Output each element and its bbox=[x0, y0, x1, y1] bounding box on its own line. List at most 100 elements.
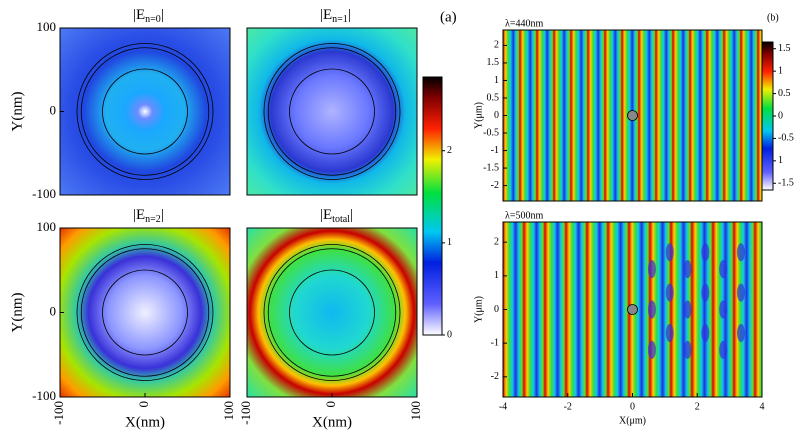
x-tick-label: 100 bbox=[408, 401, 423, 421]
y-tick-label: -0.5 bbox=[483, 127, 499, 138]
y-tick-label: 2 bbox=[447, 145, 452, 156]
y-tick-label: 2 bbox=[494, 236, 499, 247]
x-tick-label: 0 bbox=[630, 401, 635, 412]
title-part: n=1 bbox=[332, 14, 348, 25]
interference-spot bbox=[736, 324, 745, 343]
particle-boundary bbox=[263, 43, 401, 180]
particle-boundary bbox=[263, 244, 401, 381]
particle-boundary bbox=[267, 47, 397, 176]
panel-title: |En=0| bbox=[133, 7, 164, 25]
particle-boundary bbox=[80, 47, 210, 176]
interference-spot bbox=[647, 300, 656, 319]
y-tick-label: 0.5 bbox=[487, 92, 500, 103]
x-tick-label: -100 bbox=[51, 401, 66, 425]
interference-spot bbox=[665, 324, 674, 343]
x-tick-label: 0 bbox=[136, 401, 151, 408]
y-tick-label: 1 bbox=[778, 65, 783, 76]
interference-spot bbox=[736, 243, 745, 262]
y-tick-label: 0 bbox=[447, 329, 452, 340]
annotation: λ=500nm bbox=[505, 210, 543, 221]
interference-spot bbox=[683, 300, 692, 319]
particle bbox=[627, 110, 638, 121]
x-tick-label: -100 bbox=[238, 401, 253, 425]
y-tick-label: -100 bbox=[32, 388, 56, 403]
title-part: |E bbox=[133, 207, 145, 223]
title-part: |E bbox=[133, 7, 145, 23]
particle-boundary bbox=[76, 43, 214, 180]
y-tick-label: 1 bbox=[447, 237, 452, 248]
y-tick-label: -1.5 bbox=[483, 162, 499, 173]
interference-spot bbox=[701, 283, 710, 302]
y-axis-label: Y(nm) bbox=[9, 293, 25, 333]
y-tick-label: 1 bbox=[778, 155, 783, 166]
panel-title: |En=2| bbox=[133, 207, 164, 225]
panel-title: |En=1| bbox=[320, 7, 351, 25]
x-tick-label: -2 bbox=[564, 401, 572, 412]
y-tick-label: 100 bbox=[37, 19, 57, 34]
interference-spot bbox=[719, 260, 728, 279]
interference-spot bbox=[683, 260, 692, 279]
y-tick-label: 0 bbox=[50, 102, 57, 117]
y-tick-label: -1 bbox=[491, 145, 499, 156]
heatmap bbox=[59, 227, 231, 398]
particle-boundary bbox=[102, 68, 188, 155]
title-part: |E bbox=[320, 7, 332, 23]
title-part: | bbox=[161, 7, 164, 23]
interference-spot bbox=[665, 283, 674, 302]
y-tick-label: -100 bbox=[32, 186, 56, 201]
x-tick-label: 0 bbox=[323, 401, 338, 408]
y-tick-label: 1 bbox=[494, 75, 499, 86]
particle-boundary bbox=[289, 269, 375, 356]
y-tick-label: 100 bbox=[37, 219, 57, 234]
interference-spot bbox=[736, 283, 745, 302]
title-part: n=2 bbox=[145, 214, 161, 225]
interference-spot bbox=[701, 243, 710, 262]
y-tick-label: -0.5 bbox=[778, 133, 794, 144]
interference-spot bbox=[719, 340, 728, 359]
y-tick-label: 1.5 bbox=[487, 57, 500, 68]
interference-spot bbox=[647, 260, 656, 279]
x-tick-label: 2 bbox=[695, 401, 700, 412]
title-part: |E bbox=[320, 207, 332, 223]
y-tick-label: 0 bbox=[50, 303, 57, 318]
y-axis-label: Y(nm) bbox=[9, 92, 25, 132]
colorbar bbox=[422, 76, 443, 336]
interference-spot bbox=[719, 300, 728, 319]
x-tick-label: 4 bbox=[760, 401, 765, 412]
y-tick-label: 1 bbox=[494, 270, 499, 281]
interference-spot bbox=[665, 243, 674, 262]
colorbar bbox=[761, 41, 774, 191]
y-tick-label: -1.5 bbox=[778, 178, 794, 189]
panel-label: (a) bbox=[440, 9, 457, 25]
x-axis-label: X(nm) bbox=[125, 414, 165, 430]
interference-spot bbox=[701, 324, 710, 343]
panel-label: (b) bbox=[767, 12, 779, 23]
x-tick-label: -4 bbox=[499, 401, 507, 412]
particle-boundary bbox=[102, 269, 188, 356]
x-axis-label: X(μm) bbox=[619, 415, 646, 426]
annotation: λ=440nm bbox=[505, 18, 543, 29]
y-tick-label: 2 bbox=[494, 40, 499, 51]
x-axis-label: X(nm) bbox=[312, 414, 352, 430]
heatmap bbox=[246, 227, 418, 398]
y-tick-label: 1.5 bbox=[778, 43, 791, 54]
title-part: | bbox=[348, 7, 351, 23]
y-tick-label: 0 bbox=[494, 304, 499, 315]
y-tick-label: 0 bbox=[778, 110, 783, 121]
heatmap bbox=[246, 27, 418, 196]
title-part: | bbox=[161, 207, 164, 223]
title-part: n=0 bbox=[145, 14, 161, 25]
title-part: | bbox=[350, 207, 353, 223]
interference-spot bbox=[647, 340, 656, 359]
y-axis-label: Y(μm) bbox=[473, 102, 484, 129]
particle bbox=[627, 304, 638, 315]
particle-boundary bbox=[76, 244, 214, 381]
panel-title: |Etotal| bbox=[320, 207, 353, 225]
particle-boundary bbox=[80, 248, 210, 377]
y-tick-label: 0 bbox=[494, 110, 499, 121]
y-tick-label: -1 bbox=[491, 337, 499, 348]
interference-spot bbox=[683, 340, 692, 359]
particle-boundary bbox=[289, 68, 375, 155]
particle-boundary bbox=[267, 248, 397, 377]
